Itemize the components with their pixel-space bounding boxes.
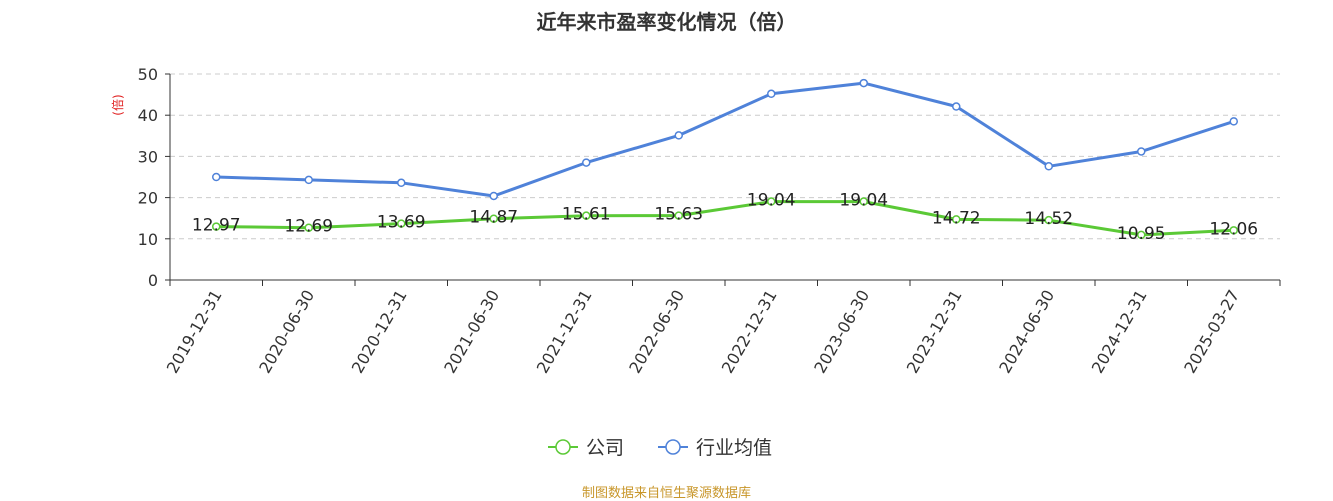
x-tick-label: 2022-06-30 bbox=[625, 287, 688, 377]
series-line-industry-avg bbox=[216, 81, 1235, 198]
data-point[interactable] bbox=[212, 172, 221, 182]
y-tick-label: 30 bbox=[138, 147, 158, 166]
legend-item-company[interactable]: 公司 bbox=[548, 437, 624, 459]
x-tick-label: 2022-12-31 bbox=[718, 287, 781, 377]
data-label: 15.63 bbox=[654, 205, 703, 225]
data-point[interactable] bbox=[767, 197, 776, 206]
data-label: 14.52 bbox=[1024, 209, 1073, 229]
chart-title: 近年来市盈率变化情况（倍） bbox=[536, 10, 797, 34]
x-tick-label: 2024-06-30 bbox=[995, 287, 1058, 377]
data-point[interactable] bbox=[1044, 162, 1053, 171]
data-point[interactable] bbox=[859, 78, 868, 88]
data-point[interactable] bbox=[1044, 215, 1053, 225]
data-point[interactable] bbox=[212, 222, 221, 231]
y-tick-label: 20 bbox=[138, 189, 158, 208]
series-line-company bbox=[216, 200, 1234, 237]
data-label: 14.87 bbox=[469, 208, 518, 228]
data-label: 12.06 bbox=[1209, 219, 1258, 239]
data-point[interactable] bbox=[1229, 226, 1238, 235]
data-point[interactable] bbox=[582, 211, 591, 220]
source-note: 制图数据来自恒生聚源数据库 bbox=[581, 486, 751, 501]
y-tick-label: 10 bbox=[138, 230, 158, 249]
legend[interactable]: 公司 行业均值 bbox=[548, 437, 772, 459]
legend-item-industry-avg[interactable]: 行业均值 bbox=[658, 437, 772, 459]
data-label: 13.69 bbox=[377, 213, 426, 233]
data-point[interactable] bbox=[489, 191, 498, 201]
data-point[interactable] bbox=[489, 214, 498, 223]
data-point[interactable] bbox=[397, 178, 406, 188]
data-point[interactable] bbox=[952, 215, 961, 224]
y-tick-label: 50 bbox=[138, 65, 158, 84]
x-tick-label: 2021-06-30 bbox=[440, 287, 503, 377]
data-point[interactable] bbox=[582, 158, 591, 167]
data-label: 14.72 bbox=[932, 208, 981, 228]
x-tick-label: 2019-12-31 bbox=[163, 287, 226, 377]
legend-label: 公司 bbox=[586, 437, 624, 459]
data-point[interactable] bbox=[304, 175, 313, 185]
x-tick-label: 2024-12-31 bbox=[1088, 287, 1151, 377]
legend-marker bbox=[555, 439, 571, 455]
legend-label: 行业均值 bbox=[696, 437, 772, 459]
data-labels: 12.97 12.69 13.69 14.87 15.61 15.63 19.04 19.04… bbox=[192, 191, 1258, 244]
x-tick-label: 2025-03-27 bbox=[1180, 287, 1243, 377]
data-label: 12.97 bbox=[192, 216, 241, 236]
series bbox=[212, 78, 1238, 240]
x-tick-label: 2020-12-31 bbox=[348, 287, 411, 377]
data-label: 19.04 bbox=[839, 191, 888, 211]
y-tick-label: 0 bbox=[148, 271, 158, 290]
legend-marker bbox=[665, 439, 681, 455]
data-label: 15.61 bbox=[562, 205, 611, 225]
data-point[interactable] bbox=[859, 197, 868, 206]
data-point[interactable] bbox=[952, 102, 961, 111]
x-tick-label: 2021-12-31 bbox=[533, 287, 596, 377]
data-label: 12.69 bbox=[284, 217, 333, 237]
data-label: 19.04 bbox=[747, 191, 796, 211]
grid-lines bbox=[170, 73, 1280, 240]
data-point[interactable] bbox=[674, 211, 683, 220]
x-tick-label: 2020-06-30 bbox=[255, 287, 318, 377]
y-tick-label: 40 bbox=[138, 106, 158, 125]
y-axis-label: (倍) bbox=[110, 94, 125, 115]
data-point[interactable] bbox=[397, 219, 406, 228]
data-point[interactable] bbox=[674, 131, 683, 140]
data-label: 10.95 bbox=[1117, 224, 1166, 244]
data-point[interactable] bbox=[1137, 147, 1146, 156]
x-tick-label: 2023-12-31 bbox=[903, 287, 966, 377]
data-point[interactable] bbox=[1229, 117, 1238, 126]
data-point[interactable] bbox=[1137, 230, 1146, 240]
x-tick-label: 2023-06-30 bbox=[810, 287, 873, 377]
data-point[interactable] bbox=[767, 89, 776, 99]
data-point[interactable] bbox=[304, 223, 313, 232]
